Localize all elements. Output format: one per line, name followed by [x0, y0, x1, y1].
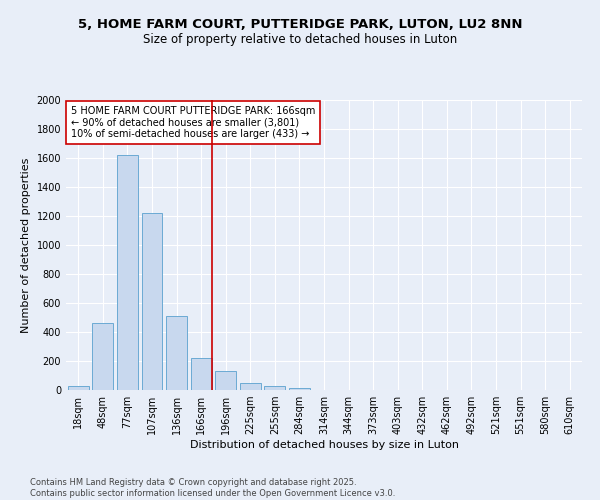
Bar	[166, 316, 187, 390]
Bar	[215, 371, 236, 390]
Bar	[68, 386, 89, 390]
Text: Contains HM Land Registry data © Crown copyright and database right 2025.
Contai: Contains HM Land Registry data © Crown c…	[30, 478, 395, 498]
Bar	[265, 386, 286, 390]
Bar	[240, 383, 261, 390]
X-axis label: Distribution of detached houses by size in Luton: Distribution of detached houses by size …	[190, 440, 458, 450]
Bar	[142, 213, 163, 390]
Bar	[191, 358, 212, 390]
Text: 5 HOME FARM COURT PUTTERIDGE PARK: 166sqm
← 90% of detached houses are smaller (: 5 HOME FARM COURT PUTTERIDGE PARK: 166sq…	[71, 106, 316, 139]
Text: 5, HOME FARM COURT, PUTTERIDGE PARK, LUTON, LU2 8NN: 5, HOME FARM COURT, PUTTERIDGE PARK, LUT…	[78, 18, 522, 30]
Y-axis label: Number of detached properties: Number of detached properties	[21, 158, 31, 332]
Text: Size of property relative to detached houses in Luton: Size of property relative to detached ho…	[143, 32, 457, 46]
Bar	[92, 324, 113, 390]
Bar	[117, 155, 138, 390]
Bar	[289, 388, 310, 390]
